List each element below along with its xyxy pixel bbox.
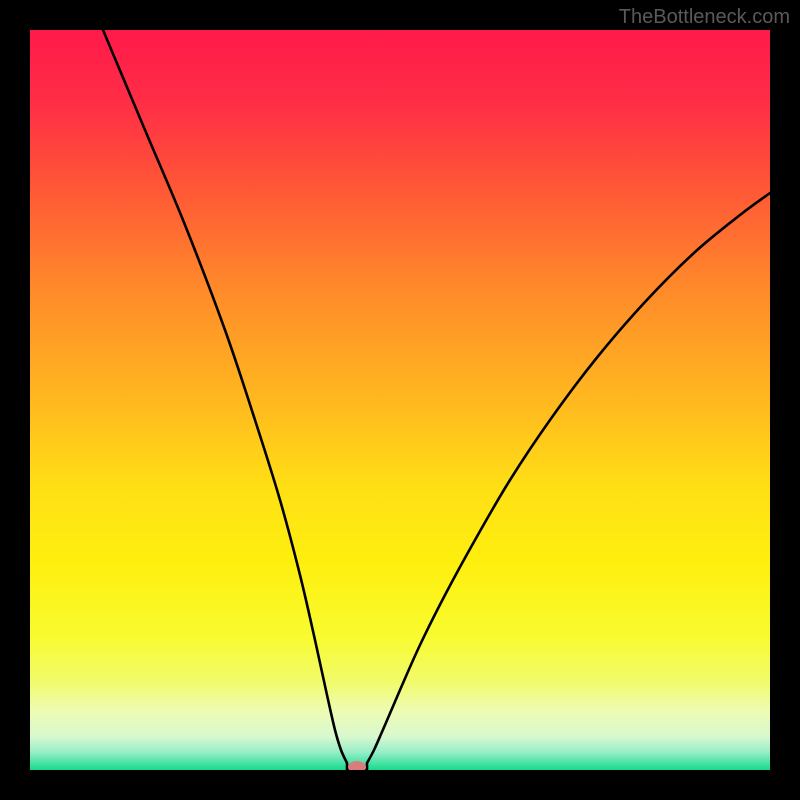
gradient-background [30, 30, 770, 770]
bottleneck-chart-svg [30, 30, 770, 770]
watermark-text: TheBottleneck.com [619, 6, 790, 29]
bottleneck-plot-area [30, 30, 770, 770]
